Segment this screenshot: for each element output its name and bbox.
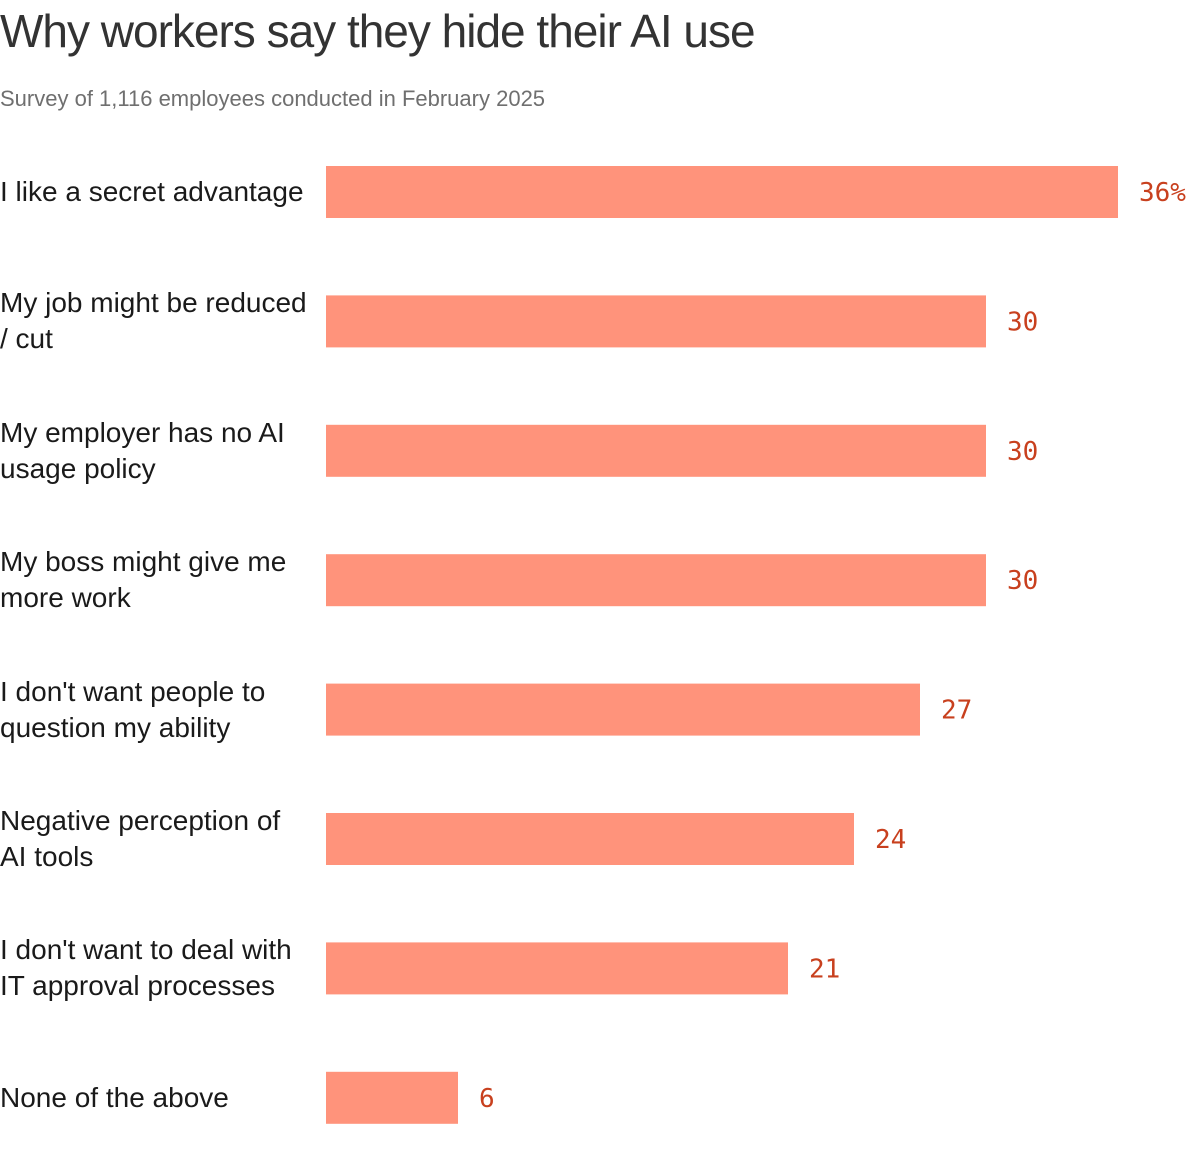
category-label-1: I like a secret advantage [0,176,304,207]
category-label-5: I don't want people to question my abili… [0,675,266,743]
bar-1 [326,166,1118,218]
bar-4 [326,554,986,607]
value-label-3: 30 [1007,437,1038,467]
value-label-4: 30 [1007,566,1038,596]
value-label-6: 24 [875,825,906,855]
chart-title: Why workers say they hide their AI use [0,5,756,57]
category-label-7: I don't want to deal with IT approval pr… [0,934,292,1002]
value-label-5: 27 [941,696,972,726]
bar-2 [326,295,986,348]
bar-7 [326,942,788,995]
category-label-8: None of the above [0,1081,229,1113]
bar-6 [326,813,854,865]
value-label-7: 21 [809,954,840,984]
bar-8 [326,1071,458,1124]
category-label-6: Negative perception of AI tools [0,805,281,872]
value-label-2: 30 [1007,307,1038,337]
value-label-8: 6 [479,1084,495,1114]
category-label-4: My boss might give me more work [0,546,287,614]
value-label-1: 36% [1139,178,1186,208]
chart-subtitle: Survey of 1,116 employees conducted in F… [0,86,546,111]
category-label-2: My job might be reduced / cut [0,287,307,355]
bar-3 [326,424,986,477]
category-label-3: My employer has no AI usage policy [0,416,285,484]
bar-5 [326,683,920,736]
